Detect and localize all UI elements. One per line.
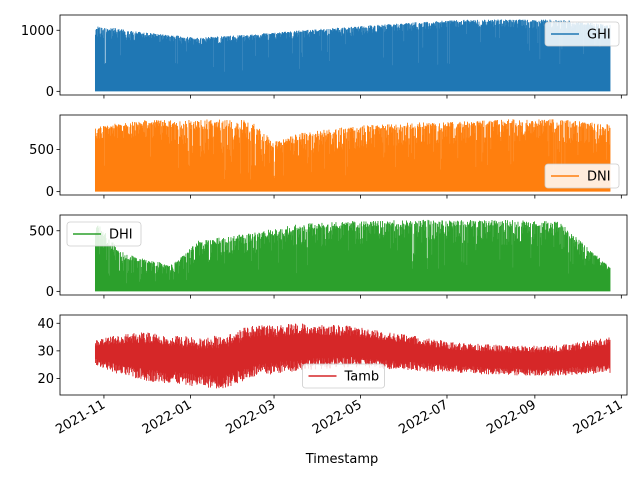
panel-ghi: 0 1000 GHI [21,14,628,100]
legend-label: GHI [587,28,611,43]
y-tick-label: 30 [37,344,54,359]
y-tick: 0 [46,85,60,100]
y-tick: 1000 [21,24,60,39]
axes-frame [59,314,628,396]
axes-frame [59,14,628,96]
legend-dni: DNI [544,163,620,189]
y-tick: 500 [29,143,60,158]
y-tick: 0 [46,185,60,200]
panels-group: 0 1000 GHI 0 500 DNI 0 500 DHI 20 30 40 Tamb [21,14,628,399]
panel-dni: 0 500 DNI [29,114,628,200]
legend-dhi: DHI [66,221,142,247]
series-line-tamb [94,323,611,389]
legend-tamb: Tamb [302,363,385,389]
legend-label: Tamb [344,370,380,385]
series-line-ghi [94,19,611,92]
series-dni [94,119,611,192]
y-tick-label: 20 [37,372,54,387]
y-tick: 0 [46,285,60,300]
x-axis-label: Timestamp [305,452,379,467]
panel-tamb: 20 30 40 Tamb [37,314,628,399]
axes-frame [59,214,628,296]
legend-label: DNI [587,170,611,185]
y-tick-label: 500 [29,143,54,158]
series-ghi [94,19,611,92]
y-tick: 30 [37,344,60,359]
y-tick: 40 [37,317,60,332]
panel-dhi: 0 500 DHI [29,214,628,300]
series-dhi [94,219,611,292]
y-tick-label: 40 [37,317,54,332]
axes-frame [59,114,628,196]
series-line-dni [94,119,611,192]
y-tick: 20 [37,372,60,387]
series-line-dhi [94,219,611,292]
legend-label: DHI [109,228,133,243]
series-tamb [94,323,611,389]
legend-ghi: GHI [544,21,620,47]
y-tick-label: 500 [29,224,54,239]
y-tick-label: 0 [46,185,54,200]
y-tick-label: 0 [46,85,54,100]
y-tick: 500 [29,224,60,239]
y-tick-label: 1000 [21,24,54,39]
y-tick-label: 0 [46,285,54,300]
